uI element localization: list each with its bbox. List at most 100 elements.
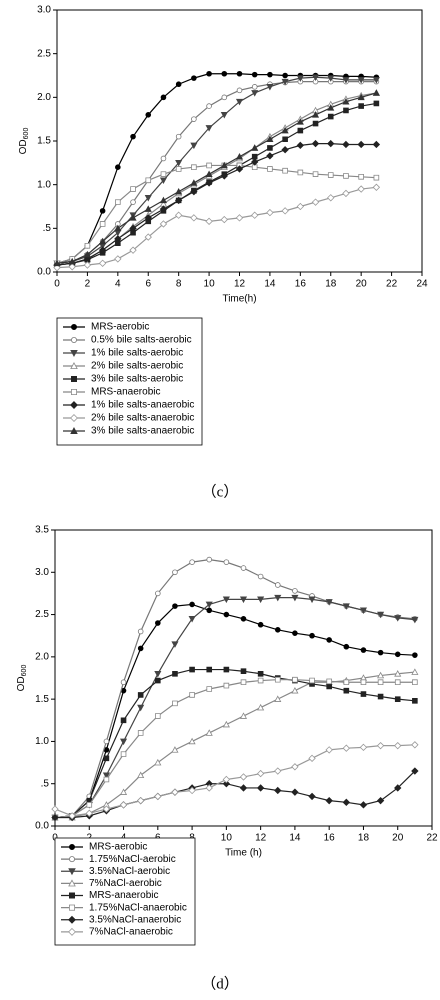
marker (240, 565, 247, 571)
series-line (54, 597, 415, 819)
marker (297, 169, 304, 176)
marker (251, 158, 259, 166)
marker (130, 133, 136, 140)
series-line (54, 668, 415, 819)
marker (342, 77, 350, 84)
marker (240, 615, 247, 622)
series-line (56, 76, 377, 264)
marker (136, 796, 145, 805)
marker (236, 87, 243, 94)
marker (377, 611, 385, 619)
marker (190, 179, 198, 186)
marker (191, 116, 197, 122)
marker (155, 590, 161, 597)
legend-marker (68, 915, 76, 924)
marker (205, 601, 213, 609)
marker (190, 187, 198, 196)
marker (144, 233, 152, 241)
marker (358, 103, 364, 109)
legend-marker (69, 892, 75, 899)
legend-label: 1% bile salts-aerobic (91, 348, 183, 359)
marker (394, 651, 401, 658)
x-tick-label: 12 (234, 279, 246, 290)
marker (357, 77, 365, 84)
marker (360, 647, 367, 653)
legend-marker (69, 844, 76, 851)
marker (360, 679, 367, 686)
marker (267, 166, 273, 172)
marker (357, 185, 365, 193)
marker (235, 98, 244, 106)
marker (357, 140, 365, 149)
marker (394, 741, 402, 750)
marker (137, 730, 144, 736)
marker (309, 677, 315, 684)
y-tick-label: 3.0 (35, 567, 49, 578)
x-tick-label: 14 (289, 833, 301, 844)
marker (376, 796, 385, 805)
y-axis-label-sub: 600 (23, 128, 30, 140)
marker (188, 737, 196, 745)
marker (220, 161, 228, 169)
y-tick-label: 3.5 (35, 525, 49, 536)
marker (159, 205, 168, 213)
marker (359, 801, 368, 809)
marker (188, 786, 196, 795)
marker (359, 607, 368, 615)
marker (297, 127, 304, 134)
legend-label: 2% bile salts-aerobic (91, 361, 183, 372)
marker (343, 679, 350, 686)
marker (68, 257, 76, 265)
marker (267, 71, 273, 78)
y-tick-label: 1.0 (35, 736, 49, 747)
marker (326, 683, 332, 690)
marker (206, 556, 213, 563)
marker (172, 700, 178, 707)
marker (130, 199, 136, 205)
marker (282, 167, 288, 174)
marker (292, 588, 298, 594)
legend-marker (70, 349, 78, 357)
marker (342, 744, 351, 752)
marker (411, 616, 419, 624)
marker (99, 221, 106, 227)
marker (98, 259, 107, 267)
marker (327, 104, 335, 111)
x-axis-label: Time(h) (222, 294, 256, 305)
marker (266, 84, 274, 91)
marker (99, 208, 106, 214)
marker (235, 214, 244, 222)
marker (235, 153, 244, 160)
legend-marker (70, 427, 78, 435)
marker (377, 679, 384, 686)
marker (266, 135, 274, 143)
marker (308, 596, 316, 604)
marker (372, 183, 381, 191)
x-tick-label: 10 (204, 279, 216, 290)
legend-marker (71, 336, 78, 343)
marker (119, 801, 128, 809)
marker (220, 172, 228, 180)
marker (296, 118, 304, 125)
y-axis-label: OD600 (18, 128, 30, 155)
legend-label: 3.5%NaCl-aerobic (89, 866, 170, 877)
marker (257, 677, 264, 684)
marker (220, 215, 228, 224)
marker (175, 81, 182, 88)
marker (343, 643, 350, 650)
marker (99, 237, 107, 245)
marker (327, 194, 335, 202)
marker (281, 207, 289, 215)
legend-label: 3% bile salts-anaerobic (91, 426, 194, 437)
marker (137, 771, 145, 779)
marker (160, 155, 167, 162)
marker (327, 113, 334, 120)
legend-marker (68, 868, 76, 876)
series-line (56, 186, 377, 269)
y-axis-label-main: OD (18, 139, 29, 154)
series-line (56, 73, 377, 264)
marker (206, 607, 213, 614)
marker (327, 75, 335, 82)
marker (205, 217, 213, 226)
y-tick-label: 3.0 (37, 5, 51, 16)
